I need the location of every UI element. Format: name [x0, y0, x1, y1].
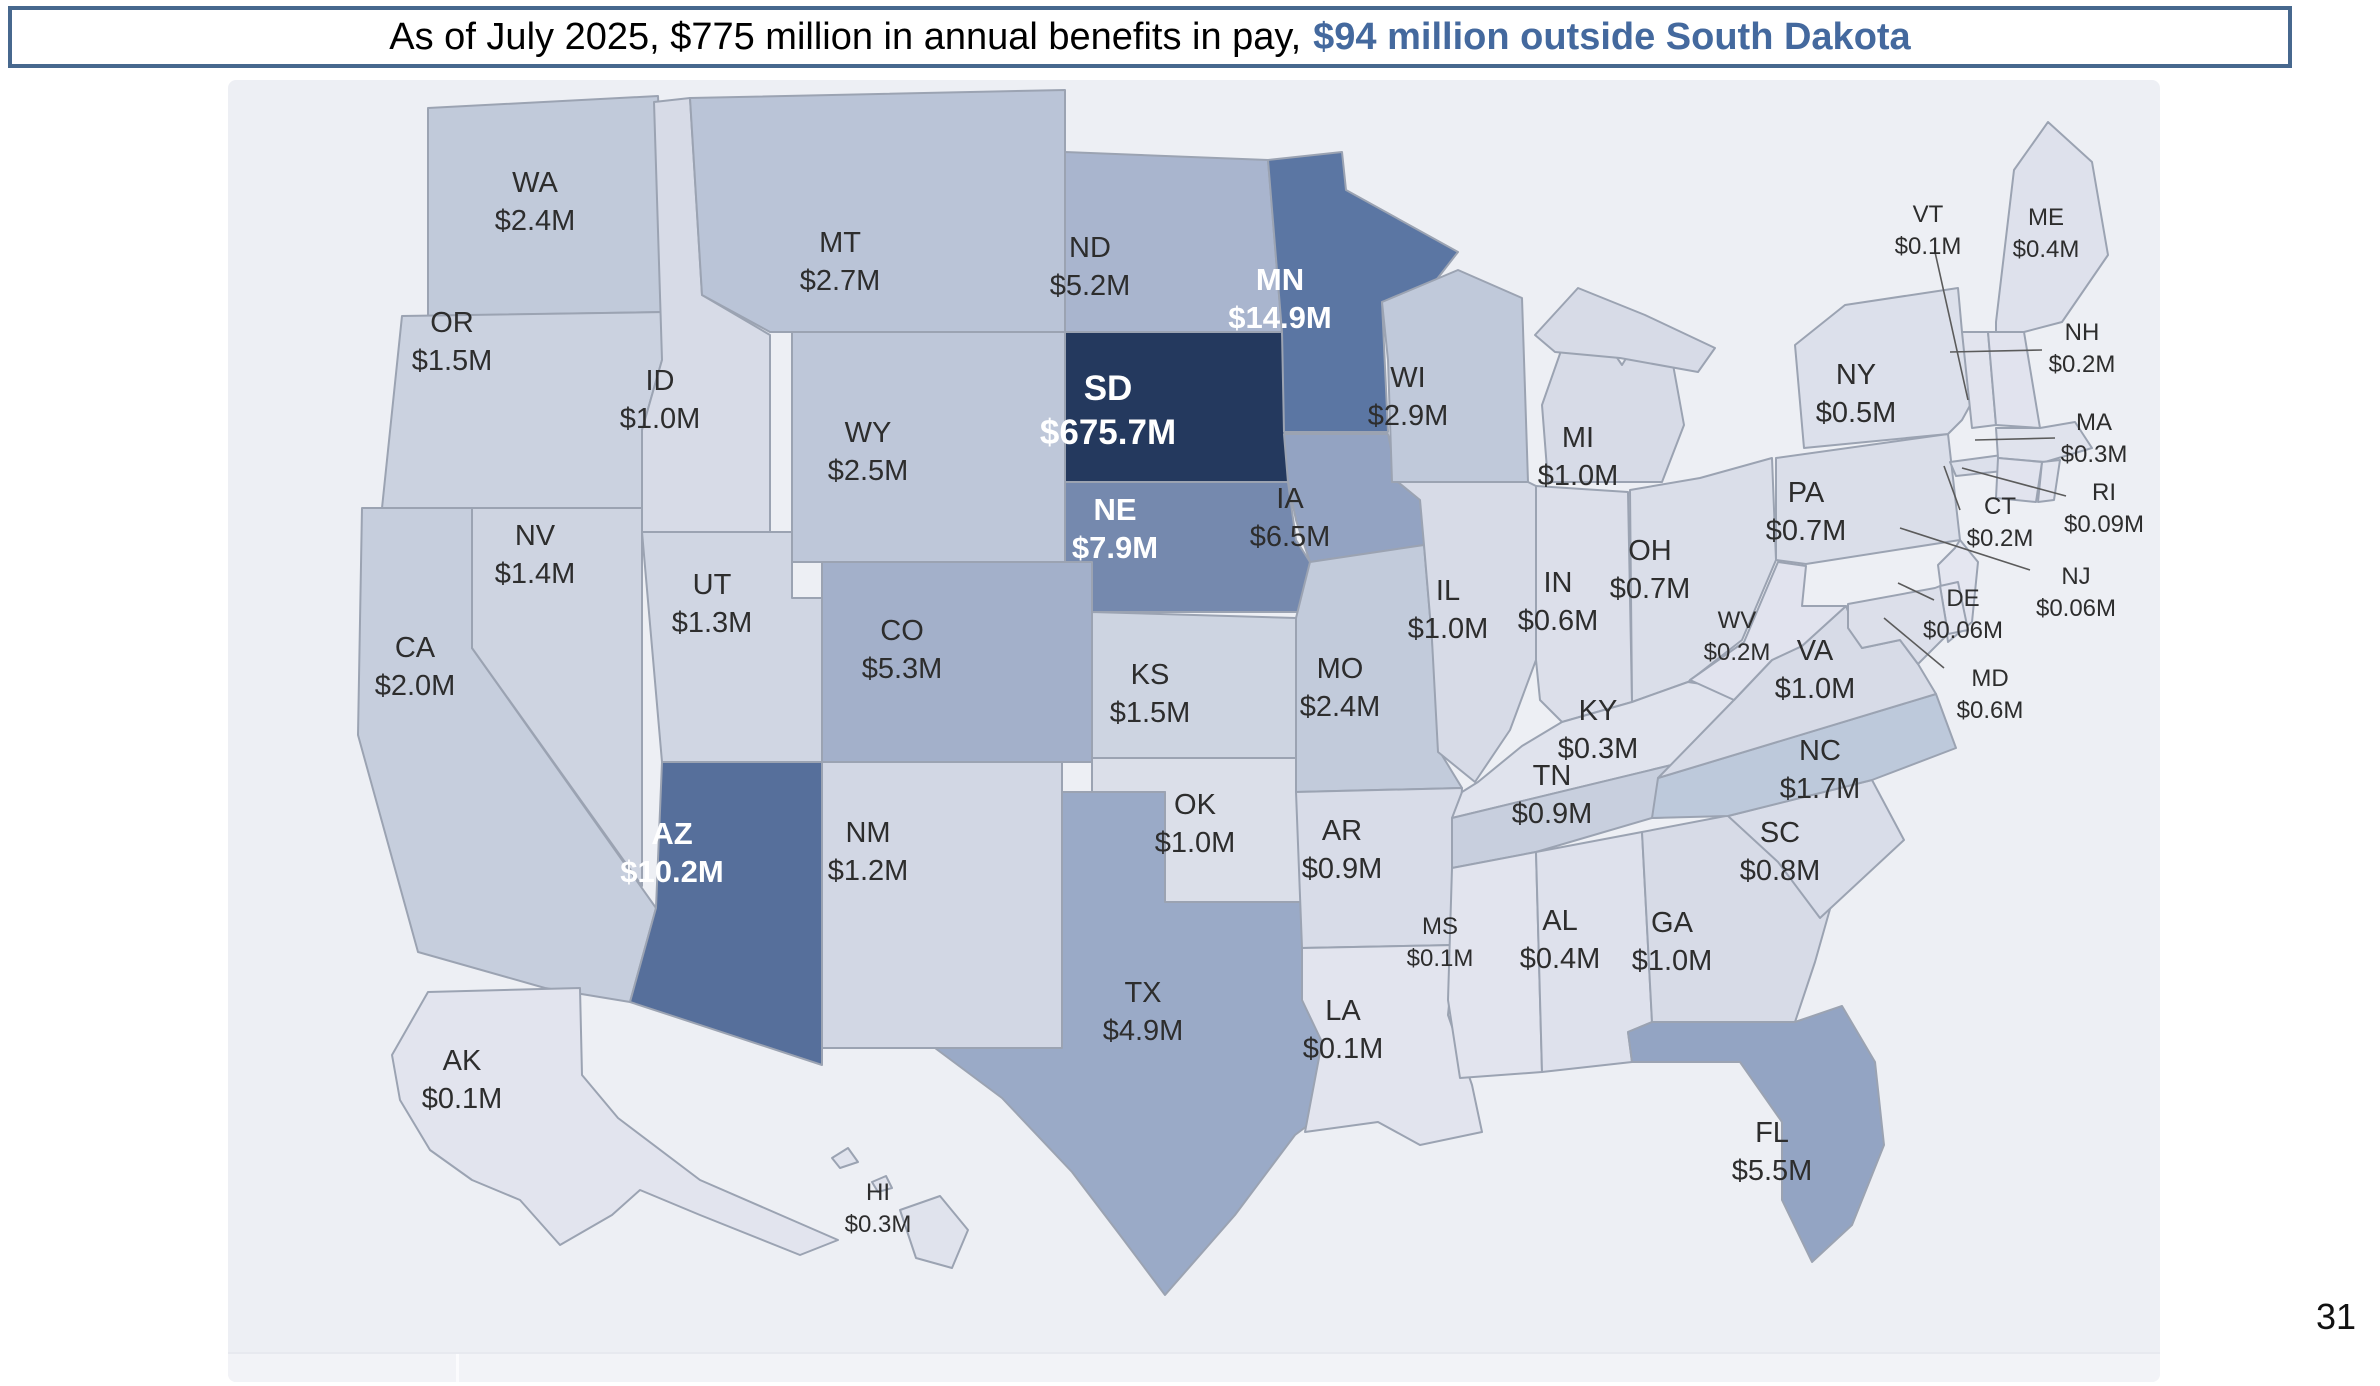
state-label-WA: WA $2.4M: [495, 167, 576, 237]
state-KS: [1091, 611, 1297, 759]
state-ME: [1995, 121, 2109, 333]
map-bottom-strip: [228, 1352, 2160, 1382]
state-label-VA: VA $1.0M: [1775, 635, 1856, 705]
state-PA: [1775, 433, 1961, 565]
state-label-CO: CO $5.3M: [862, 615, 943, 685]
state-label-TN: TN $0.9M: [1512, 760, 1593, 830]
vt-leader-line: [1934, 251, 1969, 401]
state-HI-part1: [871, 1175, 893, 1193]
state-FL: [1627, 1005, 1885, 1263]
state-label-NV: NV $1.4M: [495, 520, 576, 590]
state-label-TX: TX $4.9M: [1103, 977, 1184, 1047]
state-label-GA: GA $1.0M: [1632, 907, 1713, 977]
state-AZ: [629, 761, 823, 1066]
state-label-NH: NH $0.2M: [2049, 319, 2116, 378]
us-benefits-map: WA $2.4M OR $1.5M CA $2.0M NV $1.4M ID $1.0M MT $2.…: [228, 80, 2160, 1382]
state-label-CT: CT $0.2M: [1967, 493, 2034, 552]
state-label-WY: WY $2.5M: [828, 417, 909, 487]
ri-leader-line: [1961, 467, 2067, 497]
state-UT: [641, 531, 823, 763]
state-label-VT: VT $0.1M: [1895, 201, 1962, 260]
state-label-KS: KS $1.5M: [1110, 659, 1191, 729]
state-label-MI: MI $1.0M: [1538, 422, 1619, 492]
state-label-SD: SD $675.7M: [1040, 369, 1176, 452]
state-HI-part2: [899, 1195, 969, 1269]
state-label-WV: WV $0.2M: [1704, 607, 1771, 666]
state-label-SC: SC $0.8M: [1740, 817, 1821, 887]
ma-leader-line: [1974, 437, 2056, 441]
nh-leader-line: [1949, 349, 2043, 353]
state-label-HI: HI $0.3M: [845, 1179, 912, 1238]
de-leader-line: [1897, 582, 1935, 601]
map-strip-seam: [456, 1354, 459, 1382]
state-MS: [1447, 851, 1543, 1079]
state-label-MT: MT $2.7M: [800, 227, 881, 297]
state-label-OR: OR $1.5M: [412, 307, 493, 377]
state-WV: [1689, 561, 1847, 701]
state-label-AK: AK $0.1M: [422, 1045, 503, 1115]
state-label-MA: MA $0.3M: [2061, 409, 2128, 468]
state-label-NY: NY $0.5M: [1816, 359, 1897, 429]
state-label-FL: FL $5.5M: [1732, 1117, 1813, 1187]
state-label-KY: KY $0.3M: [1558, 695, 1639, 765]
state-label-PA: PA $0.7M: [1766, 477, 1847, 547]
slide-title-highlight: $94 million outside South Dakota: [1313, 15, 1911, 58]
state-WY: [791, 331, 1066, 563]
state-MI-part1: [1534, 287, 1716, 373]
state-label-MO: MO $2.4M: [1300, 653, 1381, 723]
state-label-NC: NC $1.7M: [1780, 735, 1861, 805]
state-label-WI: WI $2.9M: [1368, 362, 1449, 432]
md-leader-line: [1883, 617, 1945, 669]
page-number: 31: [2315, 1296, 2356, 1337]
state-label-CA: CA $2.0M: [375, 632, 456, 702]
ct-leader-line: [1943, 465, 1961, 511]
state-label-AZ: AZ $10.2M: [620, 816, 723, 889]
state-label-ME: ME $0.4M: [2013, 204, 2080, 263]
state-label-LA: LA $0.1M: [1303, 995, 1384, 1065]
state-label-OH: OH $0.7M: [1610, 535, 1691, 605]
state-label-ID: ID $1.0M: [620, 365, 701, 435]
state-HI: [831, 1147, 859, 1169]
state-label-OK: OK $1.0M: [1155, 789, 1236, 859]
state-label-IL: IL $1.0M: [1408, 575, 1489, 645]
state-label-AL: AL $0.4M: [1520, 905, 1601, 975]
state-label-NM: NM $1.2M: [828, 817, 909, 887]
state-CT: [1995, 457, 2043, 503]
state-MD: [1847, 585, 1949, 665]
state-TX: [934, 791, 1421, 1296]
state-label-AR: AR $0.9M: [1302, 815, 1383, 885]
slide-title-text: As of July 2025, $775 million in annual …: [389, 15, 1302, 58]
state-NM: [821, 761, 1063, 1049]
state-label-MD: MD $0.6M: [1957, 665, 2024, 724]
state-label-ND: ND $5.2M: [1050, 232, 1131, 302]
state-label-IA: IA $6.5M: [1250, 483, 1331, 553]
state-IL: [1397, 481, 1537, 783]
state-label-UT: UT $1.3M: [672, 569, 753, 639]
state-label-MS: MS $0.1M: [1407, 913, 1474, 972]
state-label-MN: MN $14.9M: [1228, 262, 1331, 335]
state-label-IN: IN $0.6M: [1518, 567, 1599, 637]
state-NH: [1987, 331, 2041, 429]
slide-title: As of July 2025, $775 million in annual …: [8, 6, 2292, 68]
state-label-RI: RI $0.09M: [2064, 479, 2144, 538]
state-label-DE: DE $0.06M: [1923, 585, 2003, 644]
state-label-NE: NE $7.9M: [1072, 492, 1158, 565]
state-NV: [471, 507, 643, 887]
state-label-NJ: NJ $0.06M: [2036, 563, 2116, 622]
state-AK: [391, 987, 839, 1256]
nj-leader-line: [1899, 527, 2031, 571]
